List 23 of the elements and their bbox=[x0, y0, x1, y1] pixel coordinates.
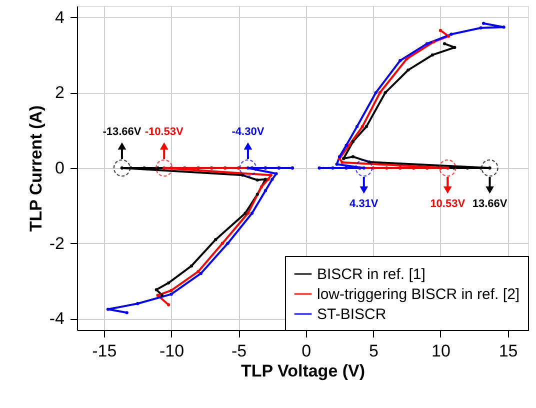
y-tick-label: -2 bbox=[49, 234, 64, 253]
y-tick-label: 2 bbox=[55, 83, 64, 102]
x-axis-title: TLP Voltage (V) bbox=[240, 362, 366, 380]
x-tick-label: -15 bbox=[92, 342, 117, 360]
annotation: -10.53V bbox=[144, 126, 184, 138]
y-tick-label: -4 bbox=[49, 309, 64, 328]
x-tick-label: 15 bbox=[498, 342, 518, 360]
x-tick-label: 5 bbox=[368, 342, 378, 360]
y-tick-label: 4 bbox=[55, 8, 64, 27]
legend-label: low-triggering BISCR in ref. [2] bbox=[317, 286, 520, 303]
x-tick-label: 0 bbox=[302, 342, 312, 360]
annotation: 13.66V bbox=[472, 198, 508, 210]
y-tick-label: 0 bbox=[55, 158, 64, 178]
x-tick-label: -5 bbox=[231, 342, 247, 360]
x-tick-label: 10 bbox=[432, 342, 450, 360]
annotation: -13.66V bbox=[102, 126, 142, 138]
annotation: 10.53V bbox=[430, 198, 466, 210]
legend-label: ST-BISCR bbox=[317, 306, 386, 323]
y-axis-title: TLP Current (A) bbox=[26, 105, 46, 232]
annotation: 4.31V bbox=[350, 198, 379, 210]
legend-label: BISCR in ref. [1] bbox=[317, 266, 426, 283]
x-tick-label: -10 bbox=[159, 342, 184, 360]
annotation: -4.30V bbox=[232, 126, 265, 138]
